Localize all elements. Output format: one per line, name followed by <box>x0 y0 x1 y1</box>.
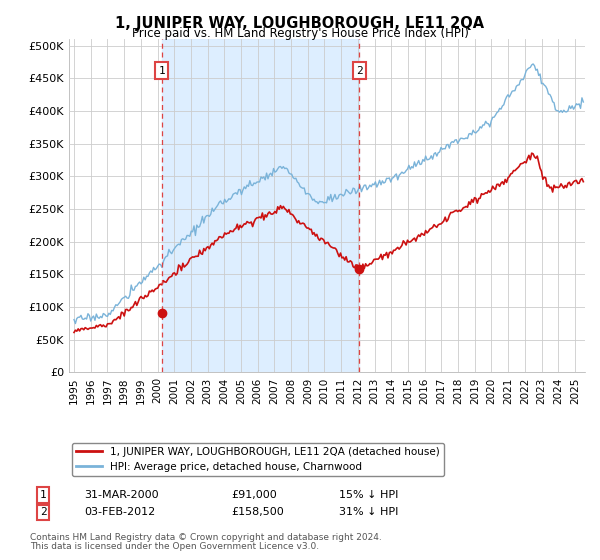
Bar <box>161 39 359 372</box>
Text: Price paid vs. HM Land Registry's House Price Index (HPI): Price paid vs. HM Land Registry's House … <box>131 27 469 40</box>
Text: This data is licensed under the Open Government Licence v3.0.: This data is licensed under the Open Gov… <box>30 542 319 551</box>
Text: 31% ↓ HPI: 31% ↓ HPI <box>339 507 398 517</box>
Text: 2: 2 <box>40 507 47 517</box>
Text: £158,500: £158,500 <box>231 507 284 517</box>
Text: 1: 1 <box>40 490 47 500</box>
Text: 1, JUNIPER WAY, LOUGHBOROUGH, LE11 2QA: 1, JUNIPER WAY, LOUGHBOROUGH, LE11 2QA <box>115 16 485 31</box>
Text: £91,000: £91,000 <box>231 490 277 500</box>
Text: 2: 2 <box>356 66 362 76</box>
Text: 03-FEB-2012: 03-FEB-2012 <box>84 507 155 517</box>
Text: Contains HM Land Registry data © Crown copyright and database right 2024.: Contains HM Land Registry data © Crown c… <box>30 533 382 542</box>
Text: 31-MAR-2000: 31-MAR-2000 <box>84 490 158 500</box>
Legend: 1, JUNIPER WAY, LOUGHBOROUGH, LE11 2QA (detached house), HPI: Average price, det: 1, JUNIPER WAY, LOUGHBOROUGH, LE11 2QA (… <box>71 442 444 476</box>
Text: 1: 1 <box>158 66 165 76</box>
Text: 15% ↓ HPI: 15% ↓ HPI <box>339 490 398 500</box>
